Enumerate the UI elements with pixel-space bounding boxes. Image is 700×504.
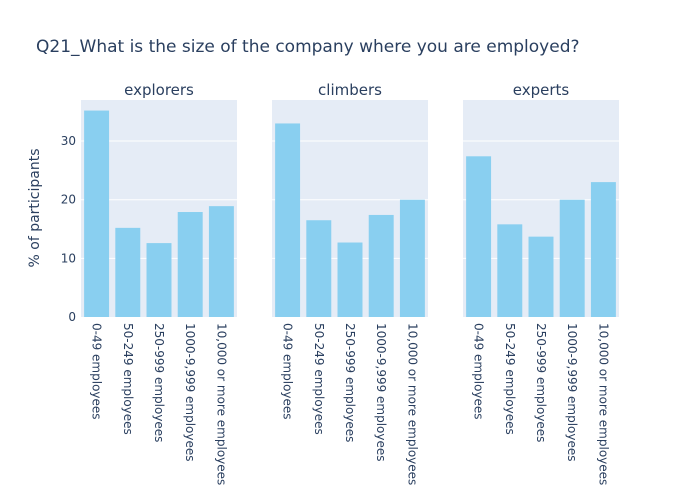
x-tick-label: 250-999 employees xyxy=(343,323,357,442)
bar xyxy=(208,206,234,317)
bar xyxy=(275,123,301,317)
panels-layer: explorers 0-49 employees 50-249 employees 2… xyxy=(61,81,619,485)
y-axis-label: % of participants xyxy=(27,148,43,267)
x-tick-label: 0-49 employees xyxy=(90,323,104,420)
panel-explorers: explorers 0-49 employees 50-249 employees 2… xyxy=(81,81,237,485)
y-tick-label: 20 xyxy=(61,193,76,207)
bar xyxy=(146,243,172,317)
x-tick-label: 1000-9,999 employees xyxy=(565,323,579,462)
bar xyxy=(399,199,425,317)
x-tick-label: 0-49 employees xyxy=(281,323,295,420)
chart-title: Q21_What is the size of the company wher… xyxy=(36,37,580,57)
x-tick-label: 10,000 or more employees xyxy=(214,323,228,485)
panel-title: explorers xyxy=(124,81,194,99)
x-tick-label: 50-249 employees xyxy=(312,323,326,435)
bar xyxy=(559,199,585,317)
bar xyxy=(306,220,332,317)
panel-title: climbers xyxy=(318,81,382,99)
x-tick-label: 250-999 employees xyxy=(152,323,166,442)
bar xyxy=(466,156,492,317)
bar xyxy=(528,236,554,317)
x-tick-label: 1000-9,999 employees xyxy=(374,323,388,462)
x-tick-label: 50-249 employees xyxy=(503,323,517,435)
x-tick-label: 0-49 employees xyxy=(472,323,486,420)
bar xyxy=(337,242,363,317)
x-tick-label: 10,000 or more employees xyxy=(596,323,610,485)
bar xyxy=(84,110,110,317)
bar xyxy=(115,227,141,317)
x-tick-label: 10,000 or more employees xyxy=(405,323,419,485)
y-tick-label: 30 xyxy=(61,134,76,148)
x-tick-label: 250-999 employees xyxy=(534,323,548,442)
bar xyxy=(497,224,523,317)
y-tick-label: 10 xyxy=(61,251,76,265)
panel-climbers: climbers 0-49 employees 50-249 employees 25… xyxy=(272,81,428,485)
bar xyxy=(590,182,616,317)
bar xyxy=(177,212,203,317)
x-tick-label: 50-249 employees xyxy=(121,323,135,435)
bar xyxy=(368,214,394,317)
panel-experts: experts 0-49 employees 50-249 employees 250… xyxy=(463,81,619,485)
panel-title: experts xyxy=(513,81,570,99)
x-tick-label: 1000-9,999 employees xyxy=(183,323,197,462)
y-tick-label: 0 xyxy=(68,310,76,324)
